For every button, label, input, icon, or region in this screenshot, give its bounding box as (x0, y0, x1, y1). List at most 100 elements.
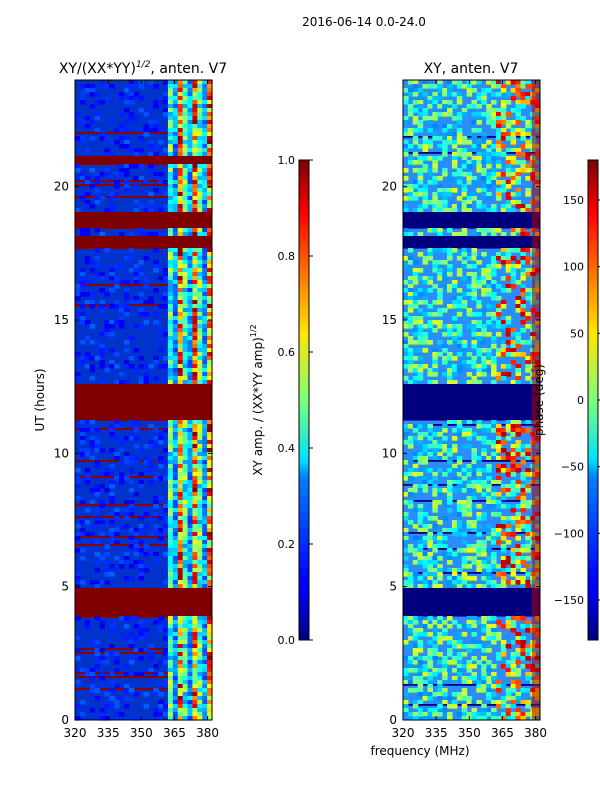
phase-heat-cell (422, 156, 429, 161)
phase-heat-cell (520, 288, 526, 293)
phase-heat-cell (417, 548, 424, 553)
phase-heat-cell (437, 468, 443, 473)
phase-heat-cell (481, 300, 487, 305)
amp-heat-cell (128, 116, 135, 121)
amp-heat-cell (163, 476, 169, 481)
phase-heat-cell (427, 304, 433, 309)
phase-heat-cell (417, 160, 424, 165)
phase-heat-cell (427, 556, 433, 561)
amp-heat-cell (192, 320, 198, 325)
phase-heat-cell (510, 516, 517, 521)
amp-heat-cell (172, 640, 179, 645)
phase-heat-cell (432, 372, 438, 377)
amp-heat-cell (99, 360, 105, 365)
amp-heat-cell (182, 272, 189, 277)
amp-heat-cell (99, 332, 105, 337)
phase-heat-cell (407, 268, 414, 273)
amp-heat-cell (167, 640, 174, 645)
amp-heat-cell (172, 148, 179, 153)
phase-heat-cell (432, 228, 438, 233)
phase-heat-cell (461, 228, 468, 233)
amp-heat-cell (187, 448, 194, 453)
phase-heat-cell (495, 160, 502, 165)
amp-heat-cell (75, 716, 81, 721)
phase-heat-cell (481, 136, 487, 141)
phase-heat-cell (456, 328, 463, 333)
phase-heat-cell (491, 84, 497, 89)
amp-heat-cell (187, 328, 194, 333)
amp-heat-cell (197, 260, 203, 265)
amp-heat-cell (123, 100, 130, 105)
amp-heat-cell (187, 692, 194, 697)
amp-heat-cell (75, 548, 81, 553)
amp-heat-cell (197, 180, 203, 185)
phase-heat-cell (432, 492, 438, 497)
amp-heat-cell (177, 140, 184, 145)
amp-heat-cell (202, 572, 208, 577)
phase-heat-cell (471, 324, 477, 329)
amp-heat-cell (197, 284, 203, 289)
amp-heat-cell (202, 376, 208, 381)
left-y-axis-label: UT (hours) (33, 368, 47, 431)
phase-heat-cell (491, 168, 497, 173)
amp-heat-cell (94, 560, 101, 565)
phase-heat-cell (476, 640, 482, 645)
phase-heat-cell (422, 364, 429, 369)
amp-heat-cell (202, 700, 208, 705)
phase-heat-cell (403, 568, 409, 573)
left-y-tick-label: 10 (54, 446, 69, 460)
amp-heat-cell (99, 708, 105, 713)
phase-heat-cell (442, 140, 448, 145)
amp-heat-cell (75, 480, 81, 485)
phase-heat-cell (525, 452, 531, 457)
amp-heat-cell (202, 624, 208, 629)
amp-heat-cell (192, 508, 198, 513)
phase-heat-cell (447, 356, 453, 361)
amp-heat-cell (182, 620, 189, 625)
amp-heat-cell (192, 148, 198, 153)
amp-heat-cell (153, 692, 159, 697)
amp-heat-cell (202, 424, 208, 429)
amp-heat-cell (89, 88, 96, 93)
phase-heat-cell (476, 716, 482, 721)
phase-heat-cell (461, 444, 468, 449)
phase-heat-cell (481, 188, 487, 193)
phase-heat-cell (422, 184, 429, 189)
phase-heat-cell (412, 508, 419, 513)
phase-heat-cell (412, 668, 419, 673)
amp-heat-cell (202, 704, 208, 709)
phase-heat-cell (525, 208, 531, 213)
phase-heat-cell (481, 428, 487, 433)
amp-heat-cell (207, 320, 213, 325)
phase-heat-cell (456, 500, 463, 505)
amp-heat-cell (197, 292, 203, 297)
amp-heat-cell (187, 96, 194, 101)
phase-heat-cell (491, 584, 497, 589)
phase-heat-cell (417, 632, 424, 637)
phase-heat-cell (427, 656, 433, 661)
amp-heat-cell (158, 328, 164, 333)
amp-heat-cell (163, 656, 169, 661)
amp-heat-cell (182, 348, 189, 353)
phase-heat-cell (525, 256, 531, 261)
amp-heat-cell (143, 552, 149, 557)
amp-heat-cell (99, 232, 105, 237)
phase-heat-cell (442, 284, 448, 289)
phase-heat-cell (432, 620, 438, 625)
amp-heat-cell (172, 484, 179, 489)
amp-heat-cell (192, 440, 198, 445)
amp-heat-cell (143, 180, 149, 185)
phase-heat-cell (491, 372, 497, 377)
amp-heat-cell (177, 100, 184, 105)
amp-heat-cell (172, 632, 179, 637)
phase-heat-cell (407, 188, 414, 193)
phase-heat-cell (437, 444, 443, 449)
amp-heat-cell (177, 360, 184, 365)
phase-heat-cell (495, 352, 502, 357)
phase-heat-cell (466, 484, 473, 489)
phase-heat-cell (495, 192, 502, 197)
phase-heat-cell (417, 208, 424, 213)
phase-heat-cell (510, 180, 517, 185)
phase-heat-cell (422, 192, 429, 197)
phase-heat-cell (505, 696, 512, 701)
